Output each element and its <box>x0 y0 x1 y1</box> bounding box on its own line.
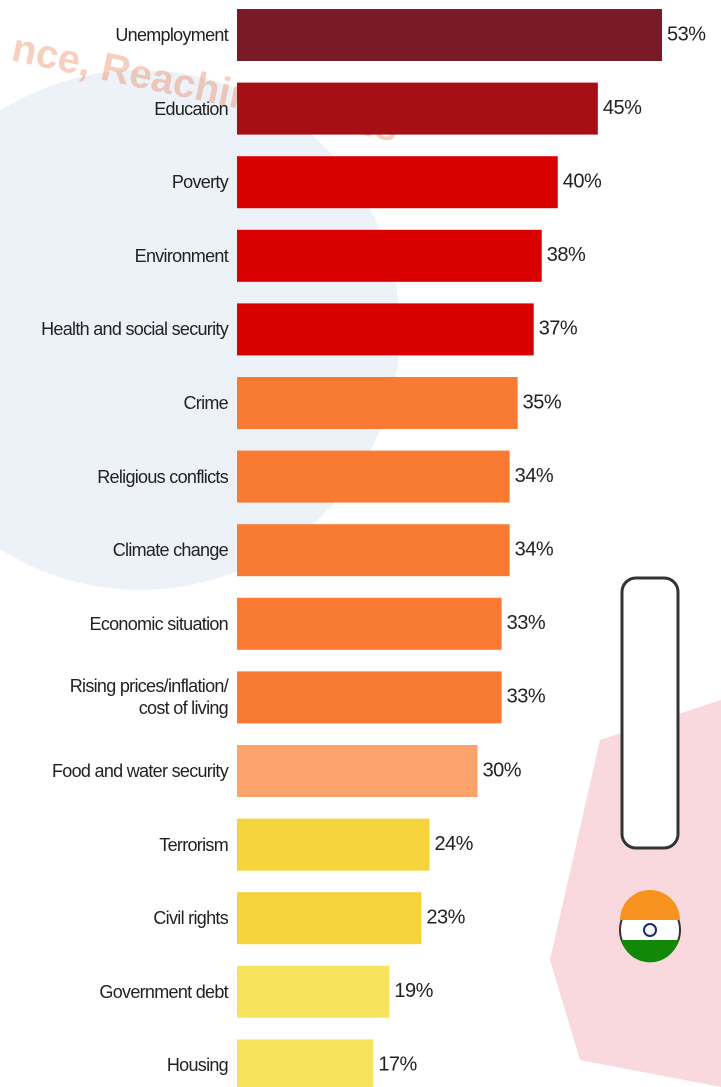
flag-wheel <box>643 923 657 937</box>
category-label: Environment <box>134 245 229 266</box>
flag-bottom <box>621 940 679 963</box>
category-label: Religious conflicts <box>97 466 228 487</box>
bar <box>237 156 558 209</box>
bar <box>237 229 542 282</box>
category-label: Civil rights <box>153 908 228 929</box>
category-label: Climate change <box>112 540 229 561</box>
bar <box>237 965 390 1018</box>
category-label: Housing <box>166 1055 229 1076</box>
category-label: Government debt <box>99 981 228 1002</box>
bar <box>237 450 510 503</box>
category-label: Food and water security <box>52 761 229 781</box>
flag-top <box>620 890 680 920</box>
bar <box>237 745 478 797</box>
value-label: 17% <box>378 1054 417 1076</box>
bar <box>237 892 422 945</box>
value-label: 53% <box>667 23 706 45</box>
value-label: 34% <box>515 465 554 487</box>
value-label: 23% <box>426 906 465 928</box>
category-label: Health and social security <box>41 319 229 340</box>
bar <box>237 9 662 61</box>
value-label: 33% <box>507 612 546 634</box>
category-label: Crime <box>183 393 229 413</box>
bar <box>237 524 510 577</box>
bar <box>237 82 598 135</box>
bar <box>237 671 502 724</box>
value-label: 38% <box>547 244 586 266</box>
exclamation-icon <box>620 576 680 850</box>
value-label: 37% <box>539 318 578 340</box>
category-label: Unemployment <box>115 25 228 45</box>
value-label: 35% <box>523 391 562 413</box>
category-label: Economic situation <box>89 613 229 634</box>
value-label: 30% <box>483 759 522 781</box>
category-label: Poverty <box>171 172 229 193</box>
bar <box>237 818 430 871</box>
category-label: Rising prices/inflation/ cost of living <box>69 676 229 719</box>
bar <box>237 303 534 356</box>
value-label: 24% <box>434 833 473 855</box>
value-label: 34% <box>515 538 554 560</box>
bar <box>237 377 518 429</box>
bar <box>237 597 502 650</box>
value-label: 19% <box>394 980 433 1002</box>
category-label: Education <box>154 98 228 119</box>
bar <box>237 1039 374 1087</box>
category-label: Terrorism <box>159 834 228 855</box>
value-label: 45% <box>603 97 642 119</box>
value-label: 33% <box>507 686 546 708</box>
value-label: 40% <box>563 170 602 192</box>
